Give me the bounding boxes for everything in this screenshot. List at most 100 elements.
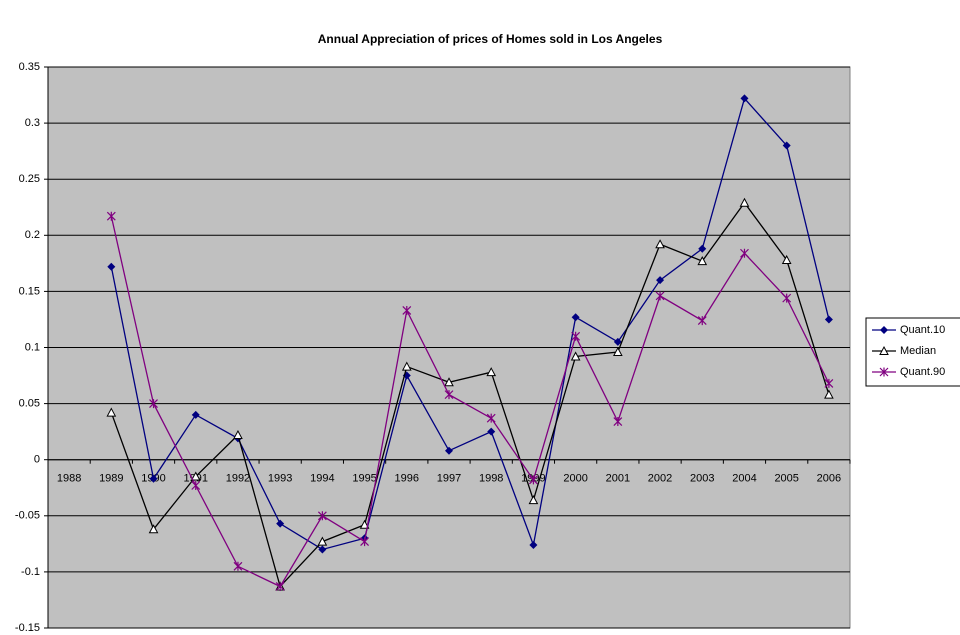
x-tick-label: 2003 [690,473,714,485]
marker-shape [570,351,581,361]
marker-shape [317,511,327,521]
series-line [110,201,830,588]
marker-shape [529,540,538,549]
marker-shape [106,211,116,221]
x-tick-label: 1994 [310,473,334,485]
marker-shape [402,305,412,315]
marker [740,94,749,103]
marker-shape [191,481,201,491]
marker [781,254,792,264]
series-line [110,97,830,551]
y-tick-label: 0.35 [19,61,40,73]
marker [698,244,707,253]
marker-shape [782,141,791,150]
marker [107,262,116,271]
marker-shape [107,262,116,271]
series-line [110,216,830,588]
marker-shape [880,326,888,334]
marker [360,537,370,547]
marker [318,545,327,554]
marker [444,377,454,387]
marker [879,345,889,355]
marker-shape [359,519,370,529]
marker-shape [149,474,158,483]
marker [106,211,116,221]
marker-shape [571,313,580,322]
y-tick-label: 0.3 [25,117,40,129]
marker [697,316,707,326]
marker [275,581,285,591]
x-tick-label: 1996 [395,473,419,485]
marker [191,481,201,491]
marker-shape [317,536,328,546]
marker-shape [444,390,454,400]
marker-shape [781,254,792,264]
marker [148,524,159,534]
marker [613,346,623,356]
marker [149,399,158,409]
x-tick-label: 2005 [774,473,798,485]
marker [276,519,285,528]
marker [824,378,834,388]
marker-shape [233,561,243,571]
marker-shape [824,315,833,324]
marker-shape [360,537,370,547]
marker-shape [613,417,623,427]
marker [879,367,889,377]
y-tick-label: 0 [34,454,40,466]
marker-shape [148,524,159,534]
marker-shape [782,293,792,303]
y-tick-label: -0.05 [15,510,40,522]
x-tick-label: 1993 [268,473,292,485]
marker-shape [233,429,243,440]
marker [486,413,496,423]
marker [571,331,581,341]
chart-title: Annual Appreciation of prices of Homes s… [318,32,663,46]
marker-shape [318,545,327,554]
legend-label: Quant.10 [900,324,945,336]
x-tick-label: 2001 [606,473,630,485]
marker-shape [276,519,285,528]
marker [445,446,453,455]
x-tick-label: 2000 [563,473,587,485]
legend-label: Median [900,345,936,357]
x-tick-label: 2006 [817,473,841,485]
marker-shape [739,197,750,207]
marker [613,337,622,346]
marker-shape [656,276,665,285]
marker-shape [106,407,117,417]
marker [655,239,665,249]
marker [528,475,538,485]
marker [486,367,497,377]
x-tick-label: 1989 [99,473,123,485]
marker [528,495,539,505]
marker [317,536,328,546]
marker-shape [740,248,749,258]
marker [529,540,538,549]
y-tick-label: 0.15 [19,285,40,297]
marker-shape [571,331,581,341]
marker-shape [191,410,200,419]
y-tick-label: 0.05 [19,398,40,410]
marker [571,313,580,322]
x-tick-label: 1995 [352,473,376,485]
marker-shape [697,256,708,266]
marker [697,256,708,266]
marker [233,429,243,440]
marker-shape [697,316,707,326]
marker [487,427,496,436]
marker-shape [401,361,412,371]
y-tick-label: 0.25 [19,173,40,185]
marker [401,361,412,371]
x-tick-label: 1998 [479,473,503,485]
marker [782,293,792,303]
marker [613,417,623,427]
marker-shape [613,337,622,346]
marker [824,315,833,324]
marker [190,471,201,481]
marker [149,474,158,483]
marker [782,141,791,150]
marker [106,407,117,417]
legend-label: Quant.90 [900,366,945,378]
